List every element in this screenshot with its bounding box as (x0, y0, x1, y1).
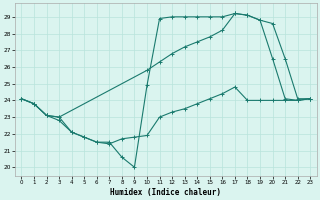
X-axis label: Humidex (Indice chaleur): Humidex (Indice chaleur) (110, 188, 221, 197)
